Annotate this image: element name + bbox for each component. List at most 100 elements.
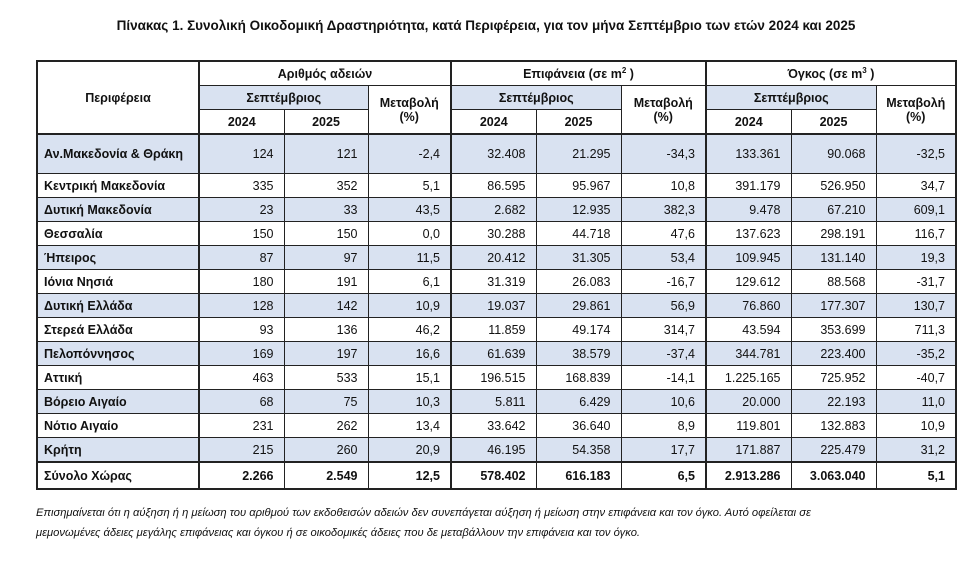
table-row: Αν.Μακεδονία & Θράκη 124 121 -2,4 32.408 21.2… [36, 133, 957, 174]
cell-value: 262 [283, 413, 369, 438]
group-header-surface: Επιφάνεια (σε m2 ) [450, 60, 707, 86]
cell-value: 20.000 [705, 389, 792, 414]
group-header-volume: Όγκος (σε m3 ) [705, 60, 957, 86]
region-name: Κεντρική Μακεδονία [36, 173, 200, 198]
group-header-permits: Αριθμός αδειών [198, 60, 452, 86]
cell-value: -2,4 [367, 133, 452, 174]
cell-value: 130,7 [875, 293, 957, 318]
cell-value: 88.568 [790, 269, 877, 294]
change-header: Μεταβολή (%) [620, 85, 707, 135]
cell-value: 21.295 [535, 133, 622, 174]
region-name: Ιόνια Νησιά [36, 269, 200, 294]
footnote-line-2: μεμονωμένες άδειες μεγάλης επιφάνειας κα… [36, 527, 641, 539]
cell-value: 86.595 [450, 173, 537, 198]
cell-value: 43,5 [367, 197, 452, 222]
cell-value: 20,9 [367, 437, 452, 463]
region-name: Θεσσαλία [36, 221, 200, 246]
cell-value: 136 [283, 317, 369, 342]
cell-value: 34,7 [875, 173, 957, 198]
region-name: Δυτική Μακεδονία [36, 197, 200, 222]
table-row: Αττική 463 533 15,1 196.515 168.839 -14,1 1.225… [36, 365, 957, 390]
cell-value: -32,5 [875, 133, 957, 174]
cell-value: 177.307 [790, 293, 877, 318]
cell-value: 197 [283, 341, 369, 366]
cell-value: 43.594 [705, 317, 792, 342]
cell-value: 609,1 [875, 197, 957, 222]
cell-value: 2.549 [283, 461, 369, 490]
region-name: Αν.Μακεδονία & Θράκη [36, 133, 200, 174]
cell-value: 463 [198, 365, 285, 390]
cell-value: 12,5 [367, 461, 452, 490]
cell-value: 93 [198, 317, 285, 342]
cell-value: -14,1 [620, 365, 707, 390]
cell-value: 124 [198, 133, 285, 174]
cell-value: 616.183 [535, 461, 622, 490]
cell-value: 5,1 [875, 461, 957, 490]
cell-value: 17,7 [620, 437, 707, 463]
cell-value: 20.412 [450, 245, 537, 270]
cell-value: 223.400 [790, 341, 877, 366]
cell-value: 90.068 [790, 133, 877, 174]
cell-value: -35,2 [875, 341, 957, 366]
region-header: Περιφέρεια [36, 60, 200, 135]
cell-value: 150 [198, 221, 285, 246]
cell-value: 131.140 [790, 245, 877, 270]
cell-value: 11.859 [450, 317, 537, 342]
change-unit: (%) [906, 109, 926, 124]
cell-value: 11,0 [875, 389, 957, 414]
total-row: Σύνολο Χώρας 2.266 2.549 12,5 578.402 616.183… [36, 461, 957, 490]
cell-value: 68 [198, 389, 285, 414]
cell-value: 180 [198, 269, 285, 294]
cell-value: 116,7 [875, 221, 957, 246]
cell-value: 215 [198, 437, 285, 463]
region-name: Κρήτη [36, 437, 200, 463]
table-row: Πελοπόννησος 169 197 16,6 61.639 38.579 -37,4 3… [36, 341, 957, 366]
cell-value: 33.642 [450, 413, 537, 438]
cell-value: 67.210 [790, 197, 877, 222]
change-header: Μεταβολή (%) [367, 85, 452, 135]
cell-value: -37,4 [620, 341, 707, 366]
region-name: Νότιο Αιγαίο [36, 413, 200, 438]
cell-value: 22.193 [790, 389, 877, 414]
cell-value: 75 [283, 389, 369, 414]
cell-value: 8,9 [620, 413, 707, 438]
cell-value: 19.037 [450, 293, 537, 318]
table-row: Στερεά Ελλάδα 93 136 46,2 11.859 49.174 314,7 4… [36, 317, 957, 342]
table-row: Δυτική Ελλάδα 128 142 10,9 19.037 29.861 56,9 7… [36, 293, 957, 318]
cell-value: 33 [283, 197, 369, 222]
region-name: Ήπειρος [36, 245, 200, 270]
cell-value: 36.640 [535, 413, 622, 438]
cell-value: 10,9 [367, 293, 452, 318]
cell-value: 44.718 [535, 221, 622, 246]
change-label: Μεταβολή [886, 95, 946, 110]
cell-value: 32.408 [450, 133, 537, 174]
table-row: Ιόνια Νησιά 180 191 6,1 31.319 26.083 -16,7 129… [36, 269, 957, 294]
cell-value: 9.478 [705, 197, 792, 222]
cell-value: 46,2 [367, 317, 452, 342]
table-row: Ήπειρος 87 97 11,5 20.412 31.305 53,4 109.945 13… [36, 245, 957, 270]
table-row: Κρήτη 215 260 20,9 46.195 54.358 17,7 171.887 22… [36, 437, 957, 463]
cell-value: 10,3 [367, 389, 452, 414]
cell-value: 61.639 [450, 341, 537, 366]
region-name: Πελοπόννησος [36, 341, 200, 366]
year-header: 2025 [535, 109, 622, 135]
cell-value: 12.935 [535, 197, 622, 222]
cell-value: 344.781 [705, 341, 792, 366]
cell-value: 119.801 [705, 413, 792, 438]
cell-value: -34,3 [620, 133, 707, 174]
cell-value: 19,3 [875, 245, 957, 270]
cell-value: 168.839 [535, 365, 622, 390]
cell-value: 335 [198, 173, 285, 198]
table-title: Πίνακας 1. Συνολική Οικοδομική Δραστηριό… [116, 18, 856, 33]
cell-value: 5,1 [367, 173, 452, 198]
cell-value: 31.305 [535, 245, 622, 270]
year-header: 2025 [790, 109, 877, 135]
cell-value: 353.699 [790, 317, 877, 342]
cell-value: 314,7 [620, 317, 707, 342]
cell-value: 171.887 [705, 437, 792, 463]
cell-value: -40,7 [875, 365, 957, 390]
cell-value: 23 [198, 197, 285, 222]
change-unit: (%) [399, 109, 419, 124]
region-name: Δυτική Ελλάδα [36, 293, 200, 318]
table-row: Κεντρική Μακεδονία 335 352 5,1 86.595 95.967 1… [36, 173, 957, 198]
